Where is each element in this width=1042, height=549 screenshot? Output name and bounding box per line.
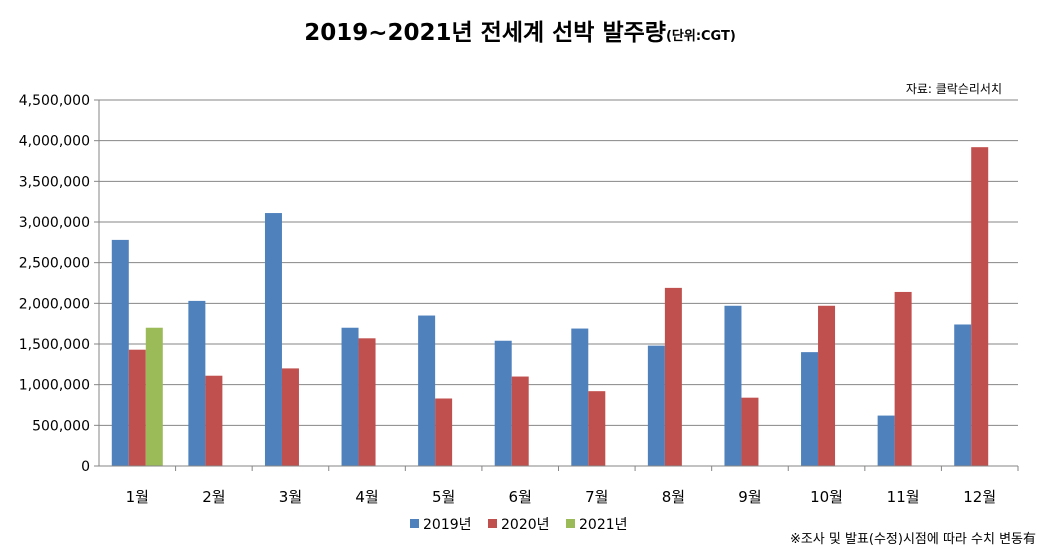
y-tick-label: 500,000 <box>32 418 90 434</box>
legend-swatch <box>566 519 575 528</box>
bar <box>741 397 759 466</box>
x-tick-label: 1월 <box>126 488 149 506</box>
y-tick-label: 4,500,000 <box>19 93 90 109</box>
bar <box>511 376 529 466</box>
legend: 2019년 2020년 2021년 <box>410 517 628 533</box>
bar <box>894 291 912 466</box>
x-tick-label: 2월 <box>202 488 225 506</box>
bar <box>435 398 453 466</box>
legend-swatch <box>488 519 497 528</box>
bar <box>128 349 146 466</box>
y-tick-label: 0 <box>81 459 90 475</box>
bar <box>358 338 376 466</box>
x-tick-label: 6월 <box>509 488 532 506</box>
x-tick-label: 10월 <box>810 488 843 506</box>
y-axis: 0 500,000 1,000,000 1,500,000 2,000,000 2,500… <box>19 93 100 475</box>
y-tick-label: 1,500,000 <box>19 337 90 353</box>
bar <box>188 300 206 466</box>
bars <box>111 147 989 466</box>
y-tick-label: 2,500,000 <box>19 256 90 272</box>
bar <box>205 375 223 466</box>
bar <box>801 352 819 466</box>
x-tick-label: 12월 <box>963 488 996 506</box>
y-tick-label: 4,000,000 <box>19 134 90 150</box>
bar <box>418 315 436 466</box>
legend-label: 2021년 <box>579 517 628 533</box>
bar <box>341 327 359 466</box>
y-tick-label: 2,000,000 <box>19 296 90 312</box>
chart-title-main: 2019~2021년 전세계 선박 발주량 <box>304 20 666 46</box>
y-tick-label: 3,500,000 <box>19 174 90 190</box>
bar <box>281 368 299 466</box>
bar <box>588 391 606 466</box>
footnote: ※조사 및 발표(수정)시점에 따라 수치 변동有 <box>790 532 1036 547</box>
legend-label: 2019년 <box>423 517 472 533</box>
x-tick-label: 5월 <box>432 488 455 506</box>
x-tick-label: 4월 <box>355 488 378 506</box>
y-tick-label: 1,000,000 <box>19 378 90 394</box>
gridlines <box>99 99 1018 426</box>
bar <box>664 287 682 466</box>
x-tick-label: 11월 <box>887 488 920 506</box>
chart-title-unit: (단위:CGT) <box>666 28 736 44</box>
y-tick-label: 3,000,000 <box>19 215 90 231</box>
bar <box>571 328 589 466</box>
x-tick-label: 8월 <box>662 488 685 506</box>
bar <box>971 147 989 466</box>
x-tick-label: 9월 <box>738 488 761 506</box>
bar <box>724 305 742 466</box>
bar <box>818 305 836 466</box>
chart-title: 2019~2021년 전세계 선박 발주량(단위:CGT) <box>304 20 736 46</box>
legend-swatch <box>410 519 419 528</box>
bar <box>494 340 512 466</box>
x-tick-label: 7월 <box>585 488 608 506</box>
x-axis: 1월 2월 3월 4월 5월 6월 7월 8월 9월 10월 11월 12월 <box>99 465 1019 506</box>
bar <box>647 345 665 466</box>
bar <box>954 324 972 466</box>
bar <box>111 239 129 466</box>
x-tick-label: 3월 <box>279 488 302 506</box>
bar <box>145 327 163 466</box>
legend-label: 2020년 <box>501 517 550 533</box>
bar <box>264 213 282 466</box>
source-label: 자료: 클락슨리서치 <box>906 82 1002 96</box>
bar <box>877 415 895 466</box>
